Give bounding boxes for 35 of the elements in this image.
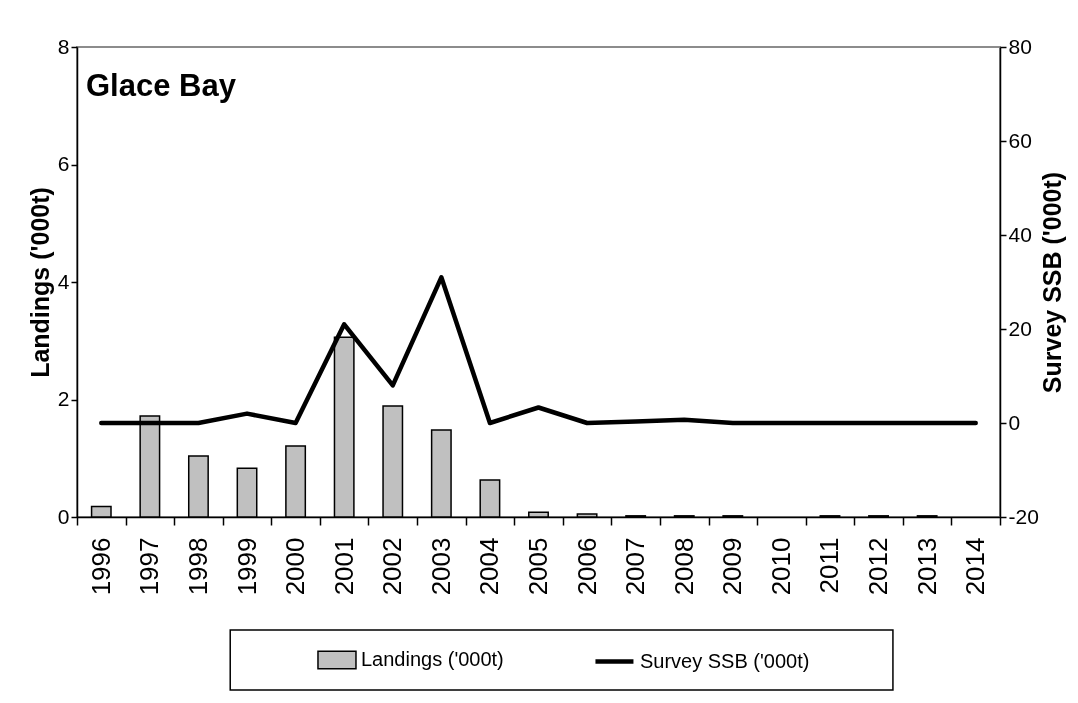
x-tick-label: 2010 (765, 537, 796, 596)
x-tick-label: 2011 (814, 537, 845, 594)
y-tick-label: 6 (57, 152, 70, 175)
legend-label: Landings ('000t) (360, 648, 504, 670)
y2-axis-title: Survey SSB ('000t) (1037, 171, 1066, 394)
x-tick-label: 2009 (717, 537, 748, 596)
y-tick-label: 2 (57, 387, 70, 410)
x-tick-label: 1998 (182, 537, 213, 596)
y-axis-title: Landings ('000t) (25, 187, 54, 378)
y2-tick-label: 80 (1008, 34, 1032, 58)
x-tick-label: 2007 (620, 537, 651, 596)
y2-tick-label: 0 (1008, 410, 1021, 434)
x-tick-label: 2012 (863, 537, 894, 596)
x-tick-label: 2006 (571, 537, 602, 596)
x-tick-label: 2003 (425, 537, 456, 596)
legend-label: Survey SSB ('000t) (639, 649, 810, 672)
x-tick-label: 1999 (231, 537, 262, 596)
x-tick-label: 1997 (134, 537, 165, 596)
y-tick-label: 4 (57, 269, 70, 293)
y2-tick-label: 60 (1008, 128, 1032, 152)
x-tick-label: 2002 (377, 537, 408, 596)
y-tick-label: 8 (57, 34, 70, 58)
text: Glace Bay (86, 68, 237, 103)
x-tick-label: 2013 (911, 537, 942, 596)
x-tick-label: 2014 (960, 537, 991, 596)
x-tick-label: 2008 (668, 537, 699, 596)
y-tick-label: 0 (57, 504, 70, 528)
x-tick-label: 2004 (474, 537, 505, 596)
x-tick-label: 1996 (85, 537, 116, 596)
x-tick-label: 2005 (523, 537, 553, 596)
x-tick-label: 2001 (328, 537, 359, 596)
y2-tick-label: -20 (1008, 504, 1039, 528)
y2-tick-label: 20 (1008, 316, 1032, 340)
x-tick-label: 2000 (280, 537, 311, 596)
y2-tick-label: 40 (1008, 222, 1032, 246)
